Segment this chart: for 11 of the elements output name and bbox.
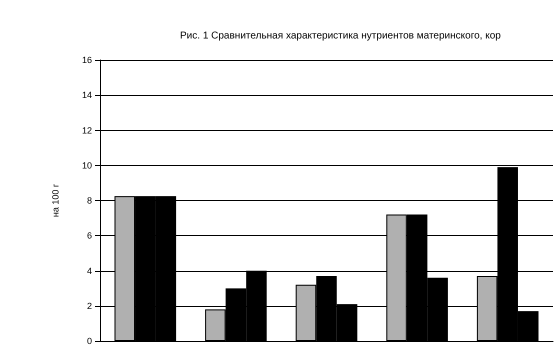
y-tick-label: 4 [86, 266, 92, 276]
y-axis-title: на 100 г [50, 183, 60, 218]
y-tick-label: 0 [86, 336, 92, 346]
chart-title: Рис. 1 Сравнительная характеристика нутриентов материнского, кор [180, 30, 502, 42]
y-tick-label: 6 [86, 230, 92, 241]
y-tick-label: 16 [82, 55, 92, 65]
y-tick-label: 12 [82, 125, 92, 136]
y-tick-label: 10 [82, 160, 92, 170]
y-tick-label: 2 [86, 300, 92, 311]
y-tick-label: 8 [86, 196, 92, 206]
y-tick-label: 14 [82, 90, 92, 100]
